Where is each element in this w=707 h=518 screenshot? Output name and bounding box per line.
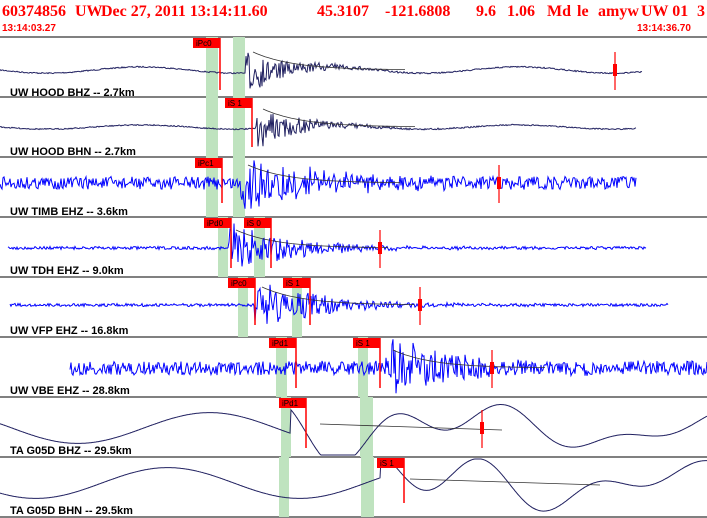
waveform-trace [0, 113, 637, 147]
event-id: 60374856 [2, 3, 66, 20]
pick-band [206, 157, 218, 217]
pick-label: iS 1 [228, 99, 242, 108]
station-label: UW VFP EHZ -- 16.8km [10, 325, 129, 337]
waveform-trace [0, 52, 643, 89]
pick-flag [228, 278, 255, 288]
pick-flag [353, 338, 380, 348]
station-label: UW VBE EHZ -- 28.8km [10, 385, 130, 397]
coda-fit-line [247, 164, 400, 183]
event-network: UW [75, 3, 103, 20]
pick-band [279, 457, 289, 517]
pick-band [276, 337, 287, 397]
coda-fit-line [235, 229, 388, 248]
pick-flag [193, 38, 220, 48]
pick-label: iS 1 [286, 279, 300, 288]
end-time-label: 13:14:36.70 [637, 23, 691, 34]
pick-band [238, 277, 248, 337]
trace-row[interactable]: iPc0 UW HOOD BHZ -- 2.7km [0, 37, 643, 99]
station-label: TA G05D BHZ -- 29.5km [10, 445, 132, 457]
pick-label: iPd0 [207, 219, 224, 228]
pick-band [233, 97, 245, 157]
station-label: UW TDH EHZ -- 9.0km [10, 265, 124, 277]
waveform-trace [9, 284, 669, 324]
coda-fit-line [262, 108, 415, 127]
coda-end-tick [418, 299, 422, 311]
trace-row[interactable]: iPc1 UW TIMB EHZ -- 3.6km [0, 157, 637, 218]
pick-flag [377, 458, 404, 468]
pick-flag [204, 218, 231, 228]
station-label: UW HOOD BHZ -- 2.7km [10, 87, 135, 99]
coda-end-tick [490, 362, 494, 374]
station-label: UW TIMB EHZ -- 3.6km [10, 206, 128, 218]
pick-label: iPd1 [272, 339, 289, 348]
event-latitude: 45.3107 [317, 3, 369, 20]
pick-flag [225, 98, 252, 108]
start-time-label: 13:14:03.27 [2, 23, 56, 34]
pick-label: iS 1 [380, 459, 394, 468]
pick-flag [269, 338, 296, 348]
pick-label: iPc0 [231, 279, 247, 288]
coda-fit-line [319, 423, 503, 431]
event-magnitude: 1.06 [507, 3, 535, 20]
pick-flag [195, 158, 222, 168]
analyst-name: amyw [598, 3, 639, 20]
coda-end-tick [613, 64, 617, 76]
magnitude-type: Md [547, 3, 571, 20]
pick-label: iPc1 [198, 159, 214, 168]
waveform-trace [69, 339, 707, 394]
station-label: TA G05D BHN -- 29.5km [10, 505, 133, 517]
pick-flag [244, 218, 271, 228]
pick-band [206, 97, 218, 157]
pick-label: iPc0 [196, 39, 212, 48]
waveform-trace [0, 160, 637, 209]
pick-band [206, 37, 218, 97]
coda-end-tick [497, 177, 501, 189]
pick-band [254, 217, 265, 277]
trace-row[interactable]: iPd0 iS 0 UW TDH EHZ -- 9.0km [7, 217, 647, 277]
pick-label: iS 0 [247, 219, 261, 228]
coda-fit-line [252, 51, 405, 70]
coda-fit-line [261, 286, 414, 305]
trace-row[interactable]: iS 1 TA G05D BHN -- 29.5km [0, 457, 707, 517]
event-longitude: -121.6808 [385, 3, 451, 20]
coda-end-tick [378, 242, 382, 254]
pick-label: iPd1 [282, 399, 299, 408]
pick-band [233, 157, 245, 217]
trace-row[interactable]: iS 1 UW HOOD BHN -- 2.7km [0, 97, 637, 158]
review-status: UW 01 [641, 3, 689, 20]
pick-label: iS 1 [356, 339, 370, 348]
event-summary-line: 60374856 UW Dec 27, 2011 13:14:11.60 45.… [0, 0, 707, 24]
trace-row[interactable]: iPd1 TA G05D BHZ -- 29.5km [0, 397, 707, 457]
pick-band [360, 397, 373, 457]
station-label: UW HOOD BHN -- 2.7km [10, 146, 136, 158]
event-datetime: Dec 27, 2011 13:14:11.60 [101, 3, 268, 20]
waveform-trace [0, 404, 707, 456]
coda-end-tick [480, 422, 484, 434]
pick-band [233, 37, 245, 97]
waveform-trace [0, 458, 707, 512]
pick-band [361, 457, 374, 517]
pick-band [281, 397, 291, 457]
header-trailing: 3 [697, 3, 705, 20]
event-type: le [577, 3, 589, 20]
coda-fit-line [409, 478, 601, 486]
pick-flag [283, 278, 310, 288]
waveform-trace [7, 223, 647, 267]
event-depth: 9.6 [476, 3, 496, 20]
trace-row[interactable]: iPc0 iS 1 UW VFP EHZ -- 16.8km [9, 277, 669, 337]
coda-fit-line [392, 349, 545, 368]
trace-row[interactable]: iPd1 iS 1 UW VBE EHZ -- 28.8km [10, 337, 707, 397]
pick-flag [279, 398, 306, 408]
